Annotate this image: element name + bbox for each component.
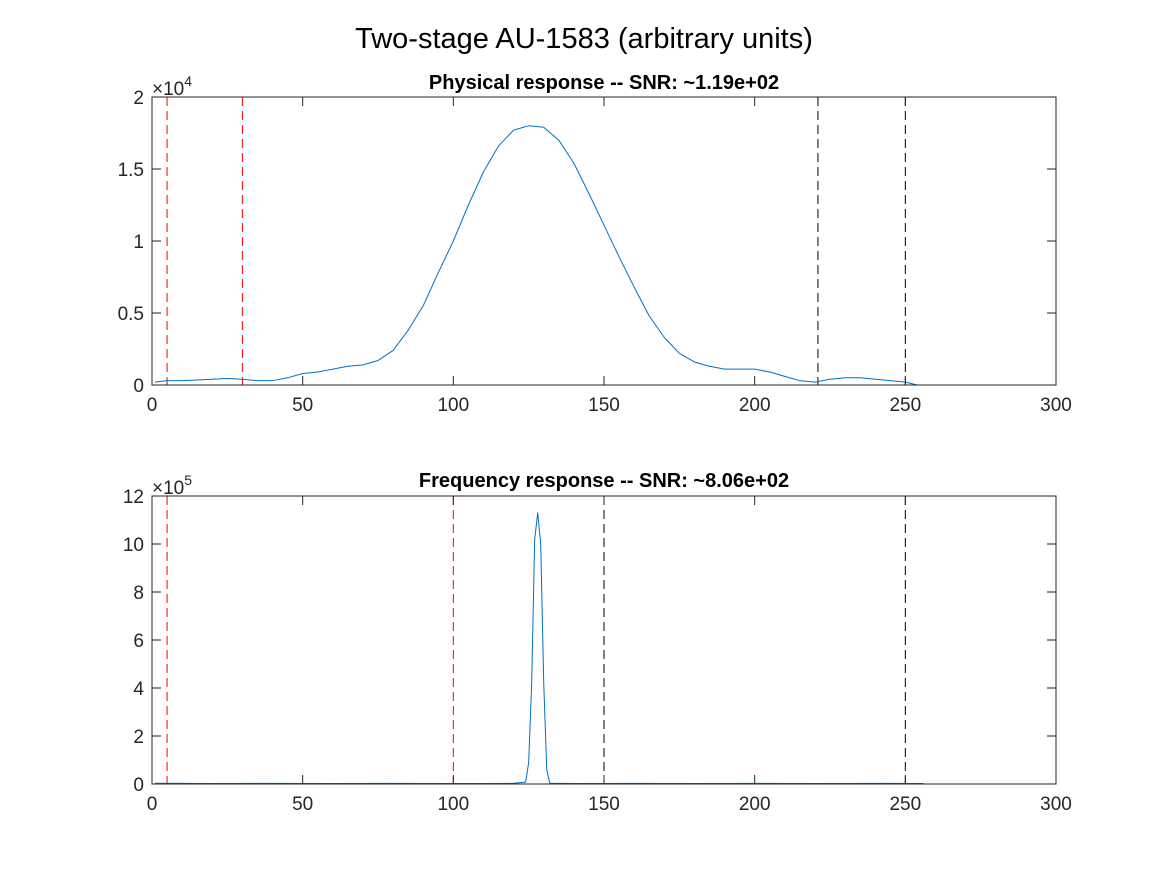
- y-tick-label-5000: 0.5: [118, 304, 144, 325]
- axes-frequency-response: Frequency response -- SNR: ~8.06e+02 0 50…: [123, 470, 1072, 815]
- x-tick-label-0: 0: [147, 794, 158, 815]
- y-tick-label-200000: 2: [133, 727, 144, 748]
- axes-title-frequency-response: Frequency response -- SNR: ~8.06e+02: [419, 470, 789, 492]
- y-tick-label-15000: 1.5: [118, 160, 144, 181]
- y-tick-label-800000: 8: [133, 583, 144, 604]
- y-tick-label-600000: 6: [133, 631, 144, 652]
- x-tick-label-200: 200: [739, 395, 771, 416]
- x-tick-label-300: 300: [1040, 794, 1072, 815]
- axes-box: [151, 96, 1057, 386]
- figure-suptitle: Two-stage AU-1583 (arbitrary units): [355, 23, 813, 55]
- x-tick-label-0: 0: [147, 395, 158, 416]
- x-tick-label-150: 150: [588, 794, 620, 815]
- axes-physical-response: Physical response -- SNR: ~1.19e+02 0 50 1…: [118, 72, 1072, 416]
- y-tick-label-20000: 2: [133, 88, 144, 109]
- axes-title-physical-response: Physical response -- SNR: ~1.19e+02: [429, 72, 779, 94]
- x-tick-label-300: 300: [1040, 395, 1072, 416]
- series-line-0: [155, 512, 924, 785]
- series-line-0: [154, 125, 918, 386]
- x-tick-label-50: 50: [292, 395, 313, 416]
- y-tick-label-400000: 4: [133, 679, 144, 700]
- x-tick-label-250: 250: [889, 395, 921, 416]
- y-exponent-label: ×105: [152, 472, 192, 499]
- x-tick-label-50: 50: [292, 794, 313, 815]
- y-tick-label-1000000: 10: [123, 535, 144, 556]
- y-tick-label-0: 0: [133, 376, 144, 397]
- y-exponent-label: ×104: [152, 73, 192, 100]
- y-tick-label-0: 0: [133, 775, 144, 796]
- x-tick-label-100: 100: [437, 794, 469, 815]
- x-tick-label-100: 100: [437, 395, 469, 416]
- x-tick-label-200: 200: [739, 794, 771, 815]
- x-tick-label-250: 250: [889, 794, 921, 815]
- y-tick-label-10000: 1: [133, 232, 144, 253]
- x-tick-label-150: 150: [588, 395, 620, 416]
- y-tick-label-1200000: 12: [123, 487, 144, 508]
